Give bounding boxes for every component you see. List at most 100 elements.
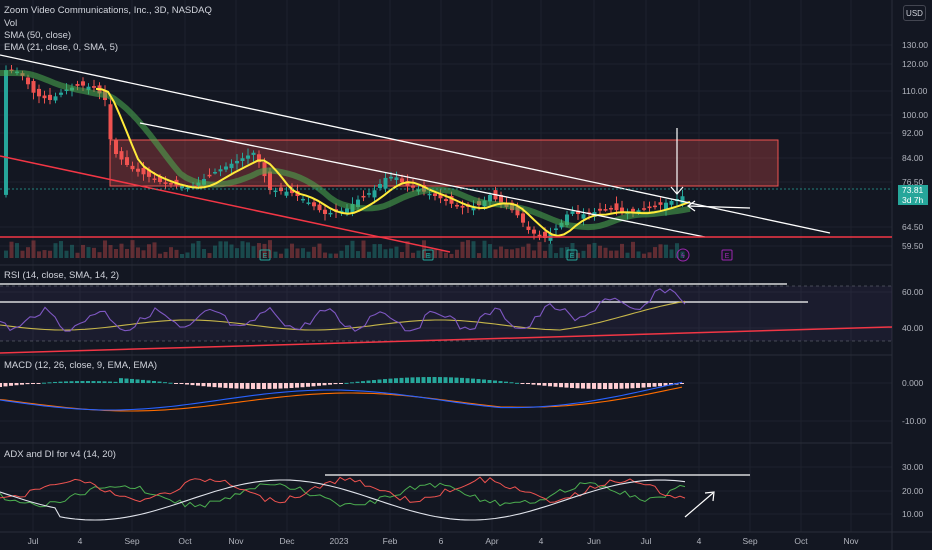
macd-hist-bar: [427, 377, 431, 383]
volume-bar: [323, 252, 327, 258]
candle-body: [339, 210, 344, 213]
up-arrow-line[interactable]: [684, 492, 714, 518]
legend-rsi[interactable]: RSI (14, close, SMA, 14, 2): [4, 270, 120, 281]
earnings-marker[interactable]: [566, 249, 578, 261]
volume-bar: [103, 240, 107, 258]
earnings-marker[interactable]: [721, 249, 733, 261]
legend-sma[interactable]: SMA (50, close): [4, 30, 72, 41]
legend-adx[interactable]: ADX and DI for v4 (14, 20): [4, 449, 116, 460]
macd-hist-bar: [190, 383, 195, 386]
earnings-marker[interactable]: [422, 249, 434, 261]
volume-bar: [235, 248, 239, 258]
volume-bar: [290, 243, 294, 258]
candle-body: [108, 104, 113, 140]
legend-macd[interactable]: MACD (12, 26, close, 9, EMA, EMA): [4, 360, 158, 371]
trendline-white-2[interactable]: [139, 122, 706, 238]
macd-hist-bar: [278, 383, 283, 389]
macd-hist-bar: [295, 383, 299, 388]
volume-bar: [581, 250, 586, 258]
event-markers[interactable]: E E E Eϟ: [259, 248, 733, 262]
candle-body: [521, 213, 525, 223]
volume-bar: [26, 247, 30, 258]
volume-bar: [669, 249, 674, 258]
macd-hist-bar: [113, 381, 118, 383]
macd-hist-bar: [454, 377, 459, 383]
dividend-icon[interactable]: [676, 248, 690, 262]
macd-hist-bar: [207, 383, 211, 387]
time-tick-label: Jul: [641, 536, 652, 546]
macd-hist-bar: [355, 381, 360, 383]
macd-hist-bar: [493, 380, 497, 383]
time-tick-label: Oct: [178, 536, 192, 546]
dividend-icon-glyph: ϟ: [681, 253, 685, 260]
macd-hist-bar: [526, 383, 530, 385]
volume-bar: [482, 240, 487, 258]
price-tick-label: 64.50: [902, 222, 924, 232]
volume-bar: [400, 252, 404, 258]
volume-bar: [372, 244, 377, 258]
price-axis[interactable]: 130.00 120.00 110.00 100.00 92.00 84.00 76.50 6…: [902, 40, 928, 519]
candle-body: [614, 203, 619, 211]
macd-hist-bar: [64, 381, 68, 383]
volume-bar: [191, 243, 195, 258]
candle-body: [664, 202, 668, 210]
resistance-zone[interactable]: [109, 139, 779, 187]
candle-body: [64, 89, 69, 91]
candle-body: [152, 178, 157, 180]
macd-hist-bar: [212, 383, 217, 388]
macd-hist-bar: [53, 381, 57, 383]
last-price-badge: 73.81 3d 7h: [898, 185, 928, 205]
candle-body: [669, 201, 674, 205]
macd-hist-bar: [218, 383, 222, 388]
earnings-marker[interactable]: [259, 249, 271, 261]
volume-bar: [658, 244, 663, 258]
candle-body: [642, 208, 646, 210]
macd-hist-bar: [80, 381, 85, 383]
macd-hist-bar: [350, 382, 354, 384]
candle-body: [86, 86, 91, 91]
symbol-title[interactable]: Zoom Video Communications, Inc., 3D, NAS…: [4, 5, 212, 16]
volume-bar: [163, 251, 168, 258]
trendline-red-lower[interactable]: [0, 155, 451, 253]
legend-ema[interactable]: EMA (21, close, 0, SMA, 5): [4, 42, 119, 53]
macd-hist-bar: [135, 379, 140, 383]
candle-body: [389, 176, 393, 179]
macd-hist-bar: [262, 383, 266, 389]
macd-hist-bar: [658, 383, 662, 387]
macd-hist-bar: [251, 383, 255, 389]
macd-hist-bar: [152, 380, 156, 383]
macd-hist-bar: [394, 378, 398, 383]
volume-bar: [499, 246, 503, 258]
macd-hist-bar: [196, 383, 200, 386]
time-axis[interactable]: Jul 4 Sep Oct Nov Dec 2023 Feb 6 Apr 4 Jun Jul 4 Sep Oc…: [28, 536, 860, 546]
legend-vol[interactable]: Vol: [4, 18, 18, 29]
macd-hist-bar: [168, 382, 173, 384]
currency-button[interactable]: USD: [903, 5, 926, 21]
earnings-marker-label: E: [426, 253, 431, 260]
volume-bar: [543, 250, 547, 258]
candle-body: [383, 177, 388, 189]
candle-body: [92, 86, 96, 88]
macd-hist-bar: [449, 377, 453, 383]
volume-bar: [196, 240, 201, 258]
candle-body: [136, 168, 140, 172]
candle-body: [471, 205, 476, 211]
volume-bar: [37, 251, 41, 258]
volume-bar: [317, 243, 322, 258]
left-arrow-line[interactable]: [687, 205, 751, 209]
macd-hist-bar: [542, 383, 547, 386]
volume-bar: [636, 251, 641, 258]
candle-body: [251, 152, 256, 155]
volume-bar: [367, 251, 371, 258]
rsi-trendline-red[interactable]: [0, 326, 893, 354]
macd-hist-bar: [372, 380, 376, 383]
candle-body: [636, 210, 641, 213]
volume-bar: [449, 253, 454, 258]
macd-hist-bar: [443, 377, 448, 383]
macd-hist-bar: [383, 379, 387, 383]
macd-hist-bar: [498, 381, 503, 383]
macd-hist-bar: [174, 383, 178, 384]
macd-hist-bar: [608, 383, 613, 389]
volume-bar: [15, 243, 19, 258]
